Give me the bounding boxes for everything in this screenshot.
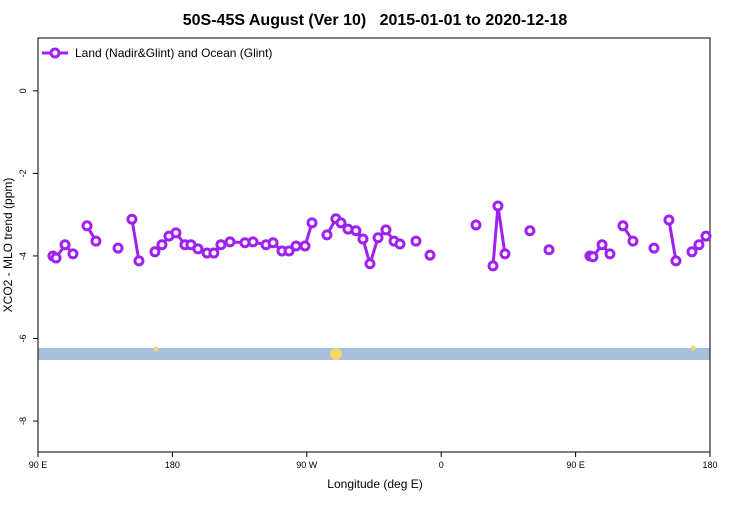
x-axis-label: Longitude (deg E) [327, 477, 422, 491]
marker-dot [330, 348, 342, 360]
x-tick-label: 180 [165, 460, 180, 470]
legend: Land (Nadir&Glint) and Ocean (Glint) [42, 46, 272, 60]
data-point [499, 248, 511, 260]
data-point [67, 248, 79, 260]
data-point [335, 217, 347, 229]
data-point [372, 232, 384, 244]
data-point [112, 242, 124, 254]
data-point [543, 244, 555, 256]
data-point [670, 255, 682, 267]
y-tick-label: -4 [18, 252, 28, 260]
x-tick-label: 90 E [566, 460, 585, 470]
data-point [693, 239, 705, 251]
data-point [59, 239, 71, 251]
data-point [524, 225, 536, 237]
x-tick-label: 0 [439, 460, 444, 470]
data-point [604, 248, 616, 260]
data-point [321, 229, 333, 241]
coverage-band [38, 348, 710, 360]
legend-label: Land (Nadir&Glint) and Ocean (Glint) [75, 46, 272, 60]
data-point [208, 247, 220, 259]
data-point [617, 220, 629, 232]
data-point [126, 213, 138, 225]
data-point [350, 225, 362, 237]
marker-dot [690, 345, 696, 351]
data-point [299, 240, 311, 252]
y-tick-label: -8 [18, 417, 28, 425]
data-point [306, 217, 318, 229]
data-point [663, 214, 675, 226]
data-point [470, 219, 482, 231]
legend-marker [49, 47, 61, 59]
x-tick-label: 180 [702, 460, 717, 470]
data-point [487, 260, 499, 272]
data-point [192, 243, 204, 255]
data-point [149, 246, 161, 258]
data-point [596, 239, 608, 251]
y-axis-label: XCO2 - MLO trend (ppm) [1, 178, 15, 313]
data-point [133, 255, 145, 267]
data-point [364, 258, 376, 270]
data-point [170, 227, 182, 239]
data-point [492, 200, 504, 212]
data-point [410, 235, 422, 247]
data-point [290, 240, 302, 252]
data-point [224, 236, 236, 248]
data-point [394, 238, 406, 250]
data-point [700, 230, 712, 242]
data-point [424, 249, 436, 261]
chart-title: 50S-45S August (Ver 10) 2015-01-01 to 20… [183, 12, 568, 29]
data-point [247, 236, 259, 248]
data-point [215, 239, 227, 251]
data-point [587, 251, 599, 263]
x-tick-label: 90 W [296, 460, 318, 470]
y-tick-label: -2 [18, 169, 28, 177]
data-point [380, 224, 392, 236]
plot-frame [37, 37, 711, 453]
data-point [357, 233, 369, 245]
x-tick-label: 90 E [29, 460, 48, 470]
data-point [50, 252, 62, 264]
y-tick-label: 0 [18, 88, 28, 93]
data-point [81, 220, 93, 232]
data-point [156, 239, 168, 251]
data-point [627, 235, 639, 247]
data-point [267, 237, 279, 249]
marker-dot [153, 346, 159, 352]
data-point [283, 245, 295, 257]
data-point [90, 235, 102, 247]
y-tick-label: -6 [18, 334, 28, 342]
data-point [648, 242, 660, 254]
data-point [686, 246, 698, 258]
